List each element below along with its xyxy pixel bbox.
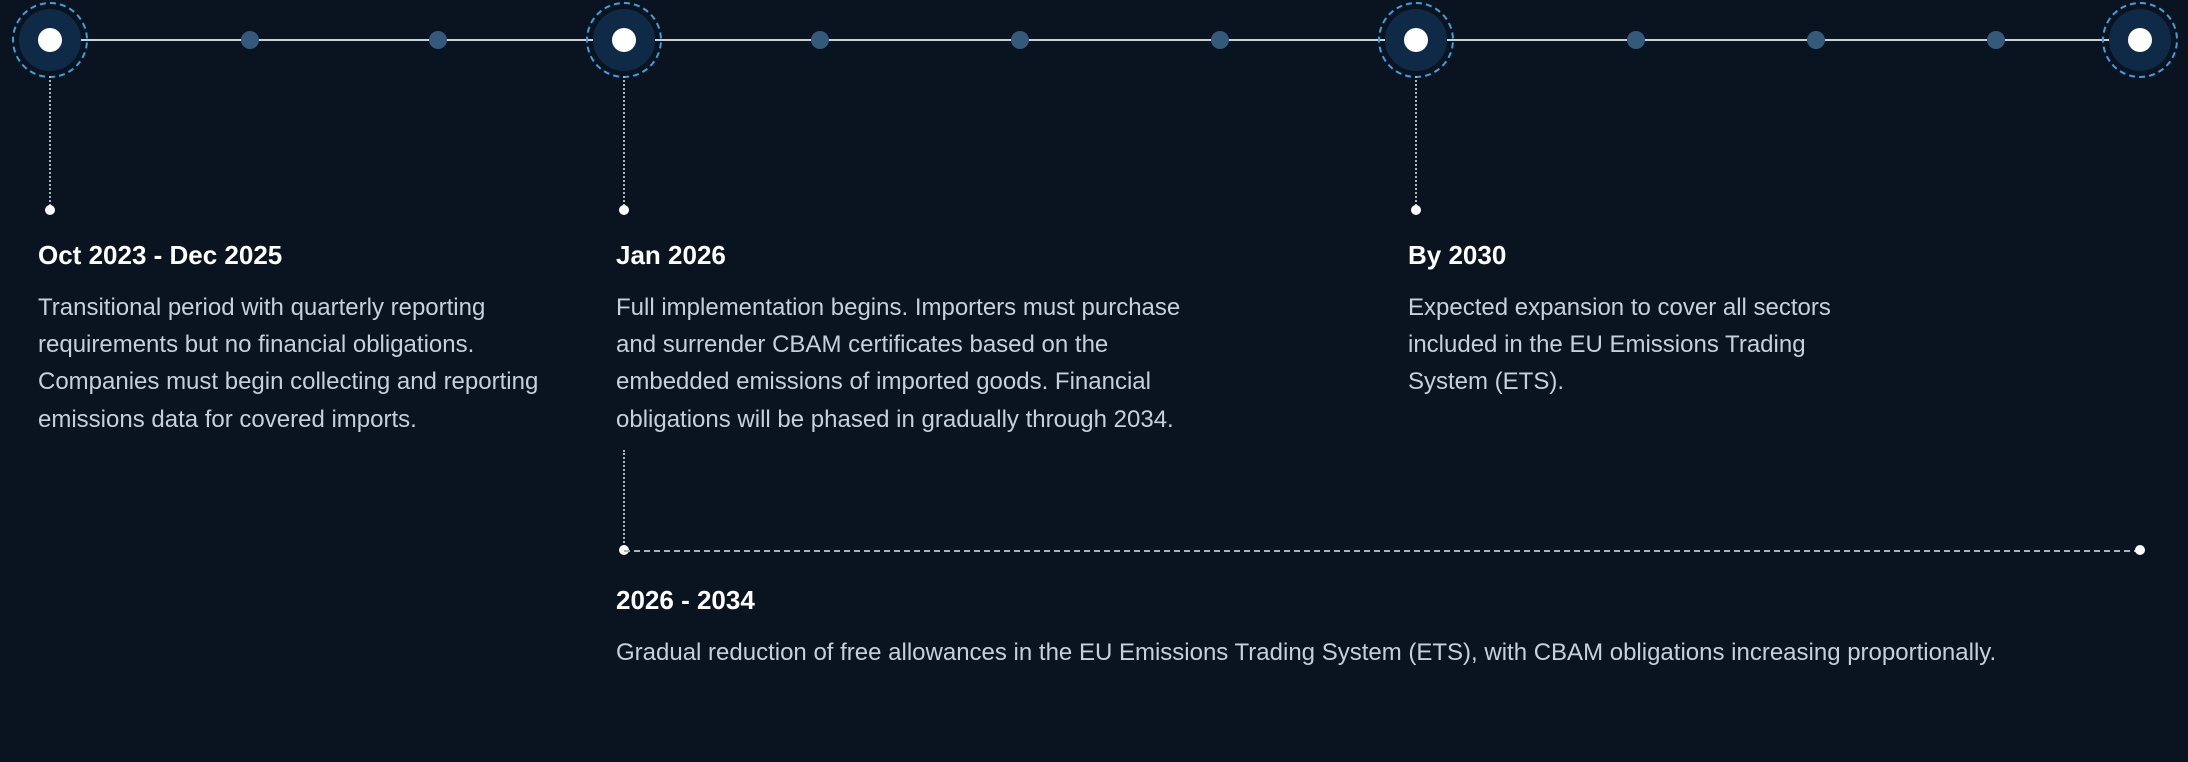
timeline-container: Oct 2023 - Dec 2025 Transitional period … bbox=[0, 0, 2188, 762]
milestone-desc: Gradual reduction of free allowances in … bbox=[616, 634, 2076, 671]
drop-end-dot bbox=[619, 205, 629, 215]
milestone-desc: Full implementation begins. Importers mu… bbox=[616, 289, 1216, 438]
timeline-minor-node bbox=[1211, 31, 1229, 49]
timeline-minor-node bbox=[241, 31, 259, 49]
timeline-minor-node bbox=[1987, 31, 2005, 49]
milestone-title: Oct 2023 - Dec 2025 bbox=[38, 240, 548, 271]
milestone: Oct 2023 - Dec 2025 Transitional period … bbox=[38, 240, 548, 438]
milestone: By 2030 Expected expansion to cover all … bbox=[1408, 240, 1888, 401]
span-end-dot bbox=[2135, 545, 2145, 555]
timeline-axis bbox=[50, 39, 2140, 41]
drop-line bbox=[1415, 76, 1417, 210]
timeline-major-node bbox=[1385, 9, 1447, 71]
milestone: 2026 - 2034 Gradual reduction of free al… bbox=[616, 585, 2076, 671]
span-line bbox=[624, 550, 2140, 552]
timeline-minor-node bbox=[1627, 31, 1645, 49]
drop-end-dot bbox=[45, 205, 55, 215]
node-inner-dot bbox=[1404, 28, 1428, 52]
timeline-major-node bbox=[19, 9, 81, 71]
timeline-minor-node bbox=[811, 31, 829, 49]
drop-line bbox=[49, 76, 51, 210]
drop-line bbox=[623, 76, 625, 210]
timeline-minor-node bbox=[429, 31, 447, 49]
milestone-title: 2026 - 2034 bbox=[616, 585, 2076, 616]
timeline-minor-node bbox=[1807, 31, 1825, 49]
milestone-title: By 2030 bbox=[1408, 240, 1888, 271]
milestone-desc: Transitional period with quarterly repor… bbox=[38, 289, 548, 438]
timeline-minor-node bbox=[1011, 31, 1029, 49]
node-inner-dot bbox=[38, 28, 62, 52]
node-inner-dot bbox=[2128, 28, 2152, 52]
timeline-major-node bbox=[593, 9, 655, 71]
drop-end-dot bbox=[1411, 205, 1421, 215]
node-inner-dot bbox=[612, 28, 636, 52]
milestone-title: Jan 2026 bbox=[616, 240, 1216, 271]
milestone-desc: Expected expansion to cover all sectors … bbox=[1408, 289, 1888, 401]
timeline-major-node bbox=[2109, 9, 2171, 71]
drop-line bbox=[623, 450, 625, 550]
milestone: Jan 2026 Full implementation begins. Imp… bbox=[616, 240, 1216, 438]
